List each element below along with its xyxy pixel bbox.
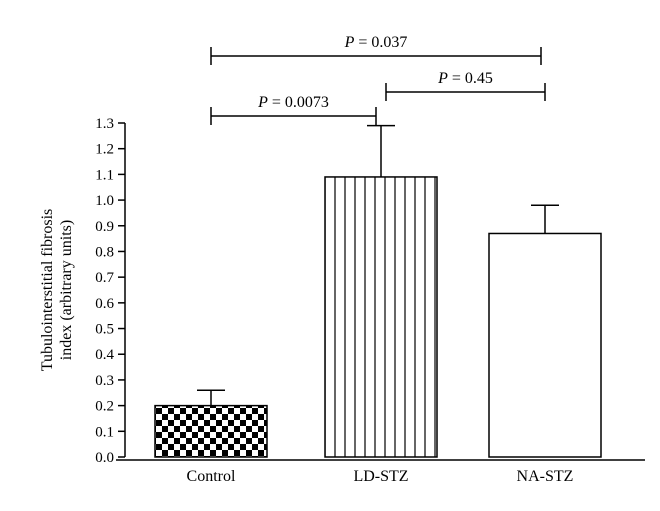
y-tick-label: 0.9: [95, 219, 114, 235]
y-tick-label: 0.5: [95, 322, 114, 338]
bar-na-stz: [488, 232, 602, 458]
y-tick-label: 0.7: [95, 270, 114, 286]
comparison-bracket: P = 0.45: [385, 70, 546, 101]
comparison-bracket: P = 0.037: [210, 34, 542, 65]
p-symbol: P: [257, 94, 268, 111]
p-value: = 0.45: [448, 70, 493, 87]
p-value-label: P = 0.0073: [257, 94, 329, 111]
y-tick-label: 0.3: [95, 373, 114, 389]
p-value-label: P = 0.037: [344, 34, 408, 51]
p-value: = 0.037: [354, 34, 407, 51]
y-tick-label: 0.1: [95, 424, 114, 440]
y-axis: 0.0 0.1 0.2 0.3 0.4 0.5 0.6 0.7 0.8 0.9 1.0 1.1 1.2 1…: [95, 116, 126, 466]
bar-control: [154, 404, 268, 458]
bar-ld-stz: [324, 176, 438, 458]
p-symbol: P: [437, 70, 448, 87]
y-tick-label: 0.4: [95, 347, 114, 363]
y-tick-label: 1.2: [95, 142, 114, 158]
y-tick-label: 0.8: [95, 244, 114, 260]
x-tick-label: Control: [187, 468, 236, 485]
comparison-bracket: P = 0.0073: [210, 94, 377, 125]
y-tick-label: 0.6: [95, 296, 114, 312]
y-tick-label: 1.3: [95, 116, 114, 132]
y-tick-label: 0.0: [95, 450, 114, 466]
y-axis-title-line: Tubulointerstitial fibrosis: [39, 209, 56, 372]
x-axis: Control LD-STZ NA-STZ: [116, 459, 645, 485]
x-tick-label: LD-STZ: [353, 468, 408, 485]
p-symbol: P: [344, 34, 355, 51]
y-axis-title-line: index (arbitrary units): [58, 220, 75, 360]
y-axis-label: Tubulointerstitial fibrosis index (arbitr…: [39, 209, 75, 372]
bars: [154, 176, 602, 458]
y-tick-label: 0.2: [95, 399, 114, 415]
p-value-label: P = 0.45: [437, 70, 493, 87]
y-tick-label: 1.1: [95, 167, 114, 183]
x-tick-label: NA-STZ: [517, 468, 574, 485]
error-bars: [197, 124, 559, 406]
y-tick-label: 1.0: [95, 193, 114, 209]
p-value: = 0.0073: [268, 94, 329, 111]
y-axis-title: Tubulointerstitial fibrosis index (arbitr…: [39, 209, 75, 372]
